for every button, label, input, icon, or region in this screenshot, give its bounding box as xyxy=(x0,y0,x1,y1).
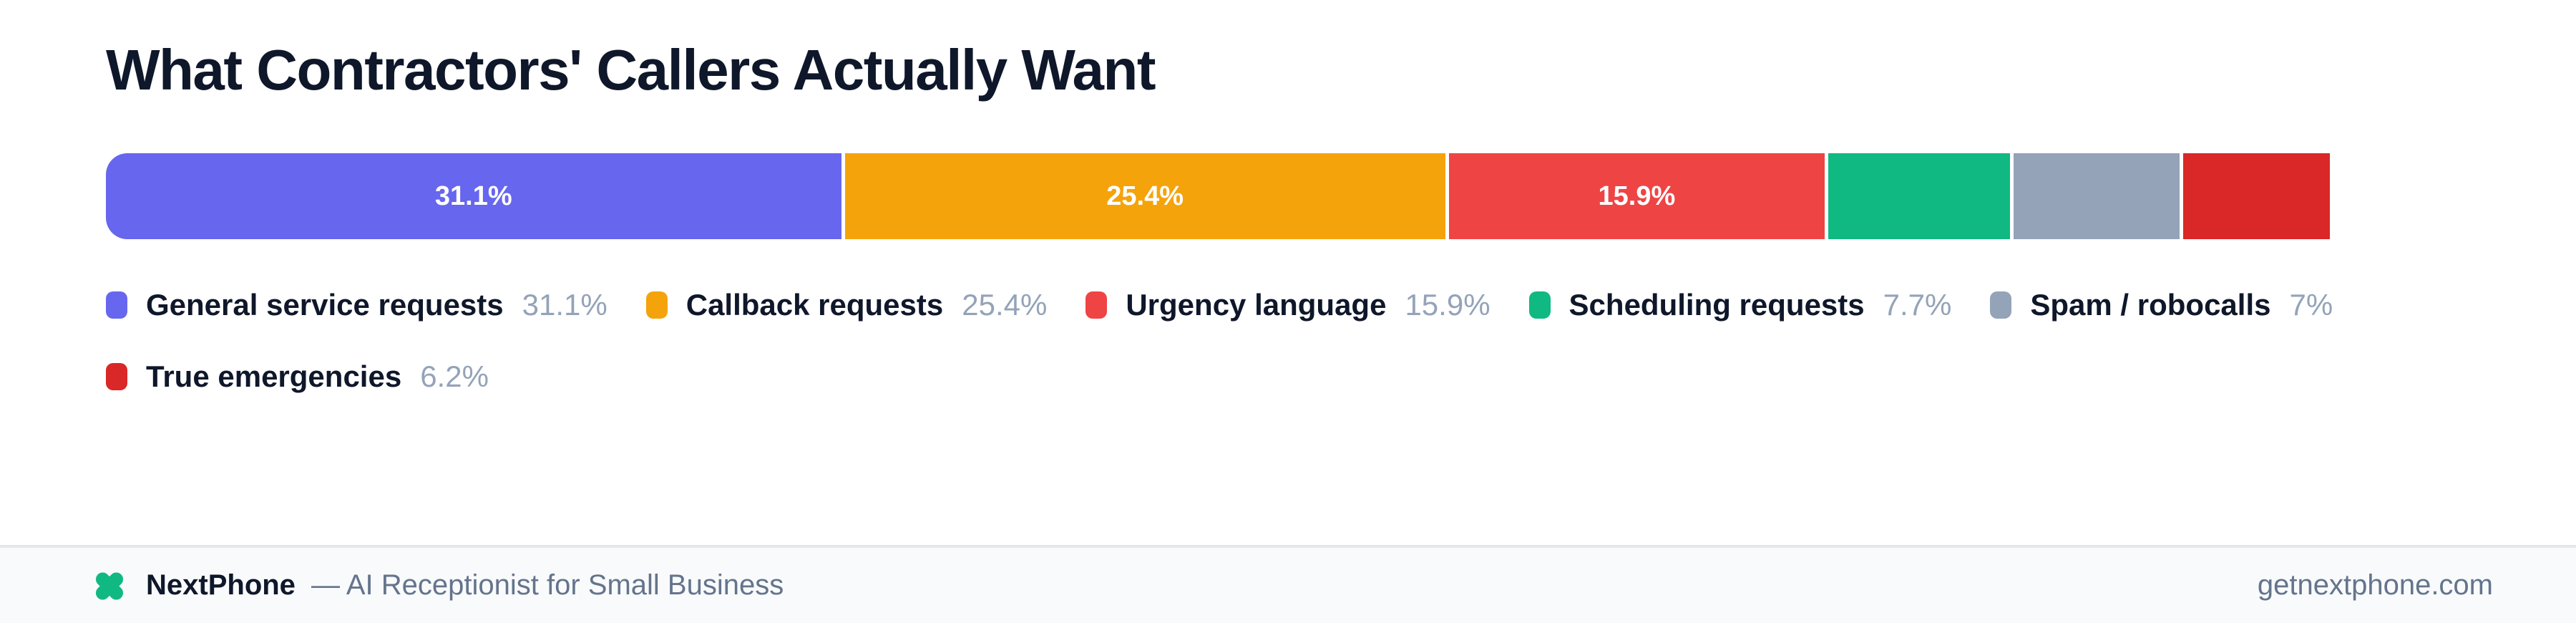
bar-segment-label: 31.1% xyxy=(434,180,512,211)
legend-label: True emergencies xyxy=(146,359,402,393)
legend-item: General service requests 31.1% xyxy=(106,288,608,322)
legend-item: Urgency language 15.9% xyxy=(1085,288,1491,322)
page-title: What Contractors' Callers Actually Want xyxy=(106,38,1156,102)
footer-domain: getnextphone.com xyxy=(2257,569,2493,601)
legend: General service requests 31.1% Callback … xyxy=(106,288,2470,394)
legend-value: 6.2% xyxy=(420,359,489,393)
brand-name: NextPhone xyxy=(146,569,296,601)
legend-swatch xyxy=(1528,291,1551,319)
legend-label: Callback requests xyxy=(686,288,944,322)
bar-segment-label: 15.9% xyxy=(1598,180,1676,211)
legend-value: 15.9% xyxy=(1405,288,1491,322)
bar-segment-label: 25.4% xyxy=(1106,180,1184,211)
brand-logo-x-icon xyxy=(93,569,126,602)
brand-tagline: — AI Receptionist for Small Business xyxy=(311,569,784,601)
legend-label: Scheduling requests xyxy=(1568,288,1865,322)
bar-segment xyxy=(1828,153,2011,239)
legend-swatch xyxy=(106,363,127,390)
bar-segment xyxy=(2182,153,2330,239)
bar-segment xyxy=(2014,153,2180,239)
bar-segment: 31.1% xyxy=(106,153,841,239)
legend-value: 25.4% xyxy=(962,288,1048,322)
legend-value: 31.1% xyxy=(522,288,608,322)
legend-value: 7.7% xyxy=(1883,288,1952,322)
legend-label: Urgency language xyxy=(1126,288,1387,322)
legend-label: General service requests xyxy=(146,288,504,322)
legend-item: Scheduling requests 7.7% xyxy=(1528,288,1952,322)
legend-item: Callback requests 25.4% xyxy=(645,288,1048,322)
footer: NextPhone — AI Receptionist for Small Bu… xyxy=(0,545,2576,623)
legend-item: True emergencies 6.2% xyxy=(106,359,489,394)
legend-swatch xyxy=(1085,291,1108,319)
stacked-bar: 31.1% 25.4% 15.9% xyxy=(106,153,2470,239)
legend-item: Spam / robocalls 7% xyxy=(1990,288,2333,322)
bar-segment: 15.9% xyxy=(1448,153,1825,239)
legend-swatch xyxy=(1990,291,2012,319)
footer-brand-group: NextPhone — AI Receptionist for Small Bu… xyxy=(93,569,784,602)
chart-area: What Contractors' Callers Actually Want … xyxy=(106,38,2470,394)
legend-swatch xyxy=(106,291,127,319)
legend-value: 7% xyxy=(2289,288,2333,322)
bar-segment: 25.4% xyxy=(844,153,1445,239)
legend-swatch xyxy=(645,291,668,319)
legend-label: Spam / robocalls xyxy=(2030,288,2271,322)
